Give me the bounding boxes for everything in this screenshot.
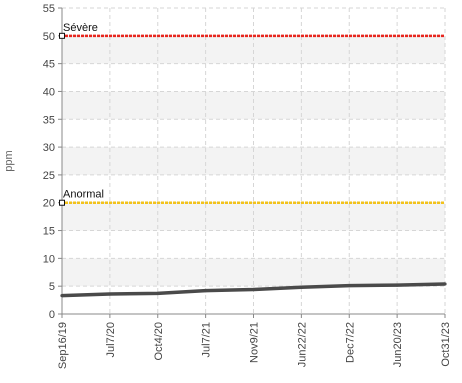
data-point xyxy=(108,292,112,296)
x-tick-label: Sep16/19 xyxy=(57,322,69,369)
y-tick-label: 50 xyxy=(43,31,55,43)
x-tick-label: Oct4/20 xyxy=(153,322,165,361)
y-tick-label: 45 xyxy=(43,59,55,71)
data-point xyxy=(156,291,160,296)
data-point xyxy=(204,289,208,293)
y-tick-label: 5 xyxy=(49,281,55,293)
x-tick-label: Jun22/22 xyxy=(296,322,308,367)
threshold-label: Sévère xyxy=(63,22,98,34)
y-tick-label: 35 xyxy=(43,114,55,126)
y-tick-label: 55 xyxy=(43,3,55,15)
x-tick-label: Oct31/23 xyxy=(440,322,452,367)
x-tick-label: Jul7/21 xyxy=(201,322,213,357)
y-tick-label: 10 xyxy=(43,253,55,265)
data-point xyxy=(251,287,256,292)
y-tick-label: 40 xyxy=(43,86,55,98)
x-tick-label: Jun20/23 xyxy=(392,322,404,367)
y-axis-label: ppm xyxy=(3,150,15,171)
x-tick-label: Dec7/22 xyxy=(344,322,356,363)
threshold-marker xyxy=(59,199,65,206)
y-tick-label: 15 xyxy=(43,226,55,238)
data-point xyxy=(347,284,351,288)
y-tick-label: 0 xyxy=(49,309,55,321)
data-point xyxy=(395,283,399,287)
x-tick-label: Jul7/20 xyxy=(105,322,117,357)
data-point xyxy=(60,294,64,298)
y-tick-label: 30 xyxy=(43,142,55,154)
threshold-marker xyxy=(59,32,65,39)
data-point xyxy=(443,282,447,286)
x-tick-label: Nov9/21 xyxy=(249,322,261,363)
y-tick-label: 20 xyxy=(43,198,55,210)
data-point xyxy=(299,285,303,289)
y-tick-label: 25 xyxy=(43,170,55,182)
threshold-label: Anormal xyxy=(63,189,104,201)
